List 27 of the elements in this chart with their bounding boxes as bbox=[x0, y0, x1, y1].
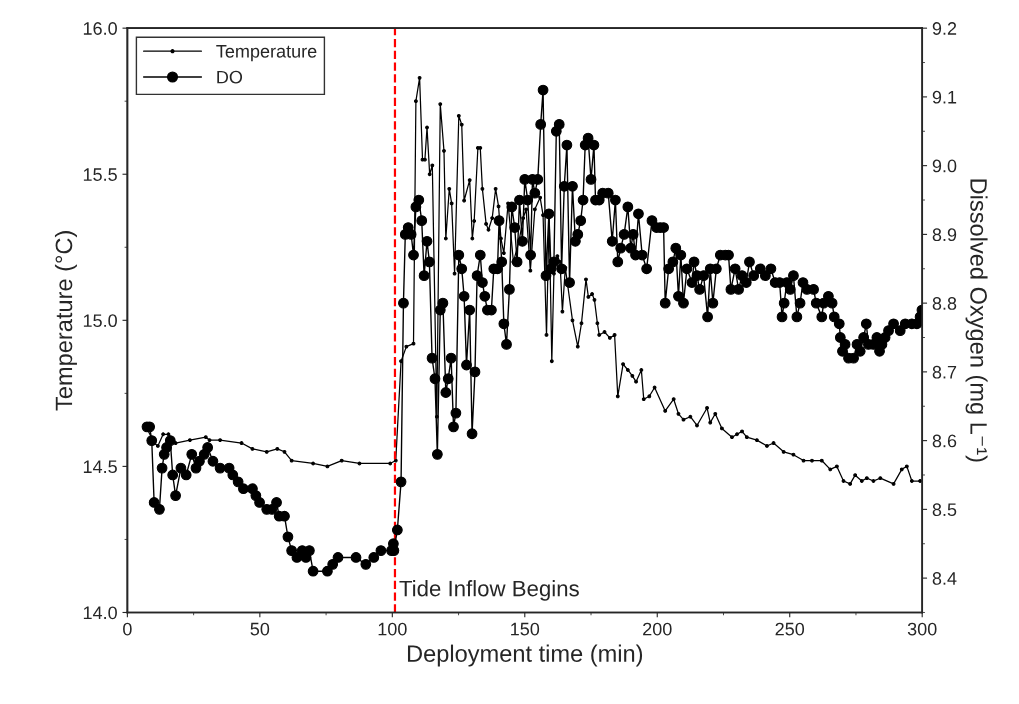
y2-axis-title: Dissolved Oxygen (mg L⁻¹) bbox=[965, 179, 988, 462]
legend-label: DO bbox=[217, 70, 243, 84]
y2-tick-label: 9.1 bbox=[932, 90, 957, 104]
y2-tick-label: 9.0 bbox=[932, 159, 957, 173]
y-tick-label: 14.0 bbox=[83, 606, 117, 620]
y2-tick-label: 8.5 bbox=[932, 503, 957, 517]
x-axis-title: Deployment time (min) bbox=[407, 644, 643, 667]
y-tick-label: 16.0 bbox=[83, 22, 117, 35]
x-tick-label: 200 bbox=[643, 622, 672, 636]
y-tick-label: 15.0 bbox=[83, 314, 117, 328]
y-tick-label: 15.5 bbox=[83, 168, 117, 181]
ref-line-label: Tide Inflow Begins bbox=[399, 580, 579, 601]
y-tick-label: 14.5 bbox=[83, 460, 117, 474]
y2-tick-label: 8.9 bbox=[932, 228, 957, 242]
y2-tick-label: 8.6 bbox=[932, 434, 957, 448]
x-tick-label: 150 bbox=[511, 622, 540, 636]
y2-tick-label: 9.2 bbox=[932, 22, 957, 35]
x-tick-label: 300 bbox=[907, 622, 937, 636]
x-tick-label: 50 bbox=[250, 622, 270, 636]
x-tick-label: 0 bbox=[123, 622, 132, 636]
y2-tick-label: 8.7 bbox=[932, 365, 957, 379]
y2-tick-label: 8.4 bbox=[932, 572, 957, 585]
x-tick-label: 250 bbox=[775, 622, 805, 636]
y-axis-title: Temperature (°C) bbox=[54, 231, 77, 411]
y2-tick-label: 8.8 bbox=[932, 297, 957, 310]
legend-label: Temperature bbox=[216, 45, 317, 62]
x-tick-label: 100 bbox=[378, 622, 407, 636]
